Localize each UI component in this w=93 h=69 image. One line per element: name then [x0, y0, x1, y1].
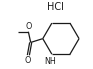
Text: O: O [26, 22, 32, 31]
Text: NH: NH [45, 57, 56, 66]
Text: O: O [25, 56, 31, 65]
Text: HCl: HCl [47, 2, 64, 12]
